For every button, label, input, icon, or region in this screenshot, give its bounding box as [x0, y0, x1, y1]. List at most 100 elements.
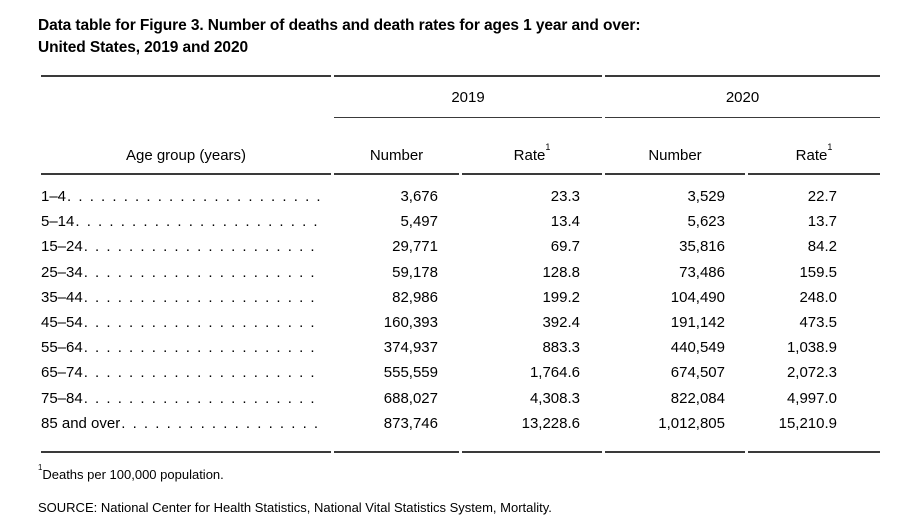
- table-row: 15–24 29,771 69.7 35,816 84.2: [41, 234, 880, 259]
- rate-2019-cell: 883.3: [542, 339, 580, 357]
- age-cell: 75–84: [41, 386, 331, 411]
- rate-2019-cell: 4,308.3: [529, 389, 580, 407]
- number-2019-cell: 688,027: [383, 389, 438, 407]
- number-2019-cell: 3,676: [400, 188, 438, 205]
- age-cell: 5–14: [41, 209, 331, 234]
- dot-leader: [120, 411, 323, 436]
- number-2019-cell: 555,559: [383, 364, 438, 382]
- number-2020-cell: 674,507: [670, 364, 725, 382]
- table-row: 75–84 688,027 4,308.3 822,084 4,997.0: [41, 386, 880, 411]
- age-label: 15–24: [41, 238, 83, 256]
- source-line: SOURCE: National Center for Health Stati…: [38, 500, 552, 516]
- page-title-line-2: United States, 2019 and 2020: [38, 39, 248, 56]
- rate-2020-cell: 473.5: [799, 314, 837, 332]
- number-2020-cell: 104,490: [670, 288, 725, 306]
- dot-leader: [66, 184, 323, 209]
- rate-2019-cell: 128.8: [542, 263, 580, 281]
- footnote-marker: 1: [38, 463, 43, 473]
- rate-2020-cell: 13.7: [807, 213, 837, 231]
- age-label: 35–44: [41, 288, 83, 306]
- age-cell: 45–54: [41, 310, 331, 335]
- year-header-2019: 2019: [334, 75, 602, 118]
- rate-2020-cell: 248.0: [799, 288, 837, 306]
- rate-2019-cell: 13,228.6: [462, 411, 602, 454]
- age-cell: 65–74: [41, 360, 331, 385]
- age-cell: 15–24: [41, 234, 331, 259]
- rate-2020-cell: 22.7: [807, 188, 837, 205]
- rate-2019-cell: 392.4: [542, 314, 580, 332]
- number-2019-cell: 374,937: [383, 339, 438, 357]
- rate-2020-cell: 2,072.3: [786, 364, 837, 382]
- dot-leader: [83, 234, 323, 259]
- age-cell: 55–64: [41, 335, 331, 360]
- number-2020-cell: 5,623: [687, 213, 725, 231]
- age-label: 55–64: [41, 339, 83, 357]
- dot-leader: [83, 386, 323, 411]
- rate-2020-cell: 84.2: [807, 238, 837, 256]
- number-2019-cell: 82,986: [392, 288, 438, 306]
- age-label: 85 and over: [41, 414, 121, 432]
- age-cell: 1–4: [41, 175, 331, 209]
- table-row: 1–4 3,676 23.3 3,529 22.7: [41, 175, 880, 209]
- table-row: 5–14 5,497 13.4 5,623 13.7: [41, 209, 880, 234]
- page-title: Data table for Figure 3. Number of death…: [38, 15, 883, 59]
- age-label: 75–84: [41, 389, 83, 407]
- table-header: 2019 2020 Age group (years) Number Rate1…: [41, 75, 880, 175]
- number-2020-cell: 440,549: [670, 339, 725, 357]
- rate-2019-cell: 23.3: [550, 188, 580, 205]
- rate-2020-cell: 159.5: [799, 263, 837, 281]
- dot-leader: [83, 310, 323, 335]
- age-cell: 35–44: [41, 285, 331, 310]
- year-header-row: 2019 2020: [41, 75, 880, 118]
- corner-cell: [41, 75, 331, 118]
- number-2019-cell: 160,393: [383, 314, 438, 332]
- rate-header-label: Rate: [795, 147, 828, 164]
- dot-leader: [83, 360, 323, 385]
- column-header-rate-2019: Rate1: [462, 118, 602, 175]
- rate-2019-cell: 199.2: [542, 288, 580, 306]
- table-row: 65–74 555,559 1,764.6 674,507 2,072.3: [41, 360, 880, 385]
- age-label: 5–14: [41, 213, 75, 231]
- rate-footnote-marker: 1: [545, 141, 551, 152]
- age-label: 65–74: [41, 364, 83, 382]
- rate-2020-cell: 15,210.9: [748, 411, 880, 454]
- number-2019-cell: 5,497: [400, 213, 438, 231]
- number-2020-cell: 822,084: [670, 389, 725, 407]
- rate-2020-cell: 4,997.0: [786, 389, 837, 407]
- footnote-text: Deaths per 100,000 population.: [42, 467, 224, 483]
- page-title-line-1: Data table for Figure 3. Number of death…: [38, 17, 641, 34]
- number-2020-cell: 191,142: [670, 314, 725, 332]
- year-header-2020: 2020: [605, 75, 880, 118]
- column-header-number-2020: Number: [605, 118, 745, 175]
- column-header-row: Age group (years) Number Rate1 Number Ra…: [41, 118, 880, 175]
- age-label: 25–34: [41, 263, 83, 281]
- table-row: 55–64 374,937 883.3 440,549 1,038.9: [41, 335, 880, 360]
- dot-leader: [83, 260, 323, 285]
- data-table: 2019 2020 Age group (years) Number Rate1…: [38, 75, 883, 454]
- dot-leader: [74, 209, 323, 234]
- number-2020-cell: 73,486: [679, 263, 725, 281]
- table-row: 25–34 59,178 128.8 73,486 159.5: [41, 260, 880, 285]
- rate-footnote: 1Deaths per 100,000 population.: [38, 464, 883, 483]
- number-header-label: Number: [369, 147, 424, 164]
- rate-2019-cell: 69.7: [550, 238, 580, 256]
- number-2019-cell: 29,771: [392, 238, 438, 256]
- age-label: 45–54: [41, 314, 83, 332]
- rate-footnote-marker: 1: [827, 141, 833, 152]
- rate-2019-cell: 13.4: [550, 213, 580, 231]
- dot-leader: [83, 335, 323, 360]
- age-cell: 25–34: [41, 260, 331, 285]
- table-row: 85 and over 873,746 13,228.6 1,012,805 1…: [41, 411, 880, 454]
- number-2020-cell: 3,529: [687, 188, 725, 205]
- column-header-rate-2020: Rate1: [748, 118, 880, 175]
- age-cell: 85 and over: [41, 411, 331, 454]
- dot-leader: [83, 285, 323, 310]
- rate-header-label: Rate: [513, 147, 546, 164]
- table-row: 45–54 160,393 392.4 191,142 473.5: [41, 310, 880, 335]
- number-2019-cell: 873,746: [334, 411, 459, 454]
- age-label: 1–4: [41, 188, 67, 205]
- number-header-label: Number: [648, 147, 702, 164]
- table-row: 35–44 82,986 199.2 104,490 248.0: [41, 285, 880, 310]
- table-body: 1–4 3,676 23.3 3,529 22.7 5–14 5,497 13.…: [41, 175, 880, 454]
- number-2019-cell: 59,178: [392, 263, 438, 281]
